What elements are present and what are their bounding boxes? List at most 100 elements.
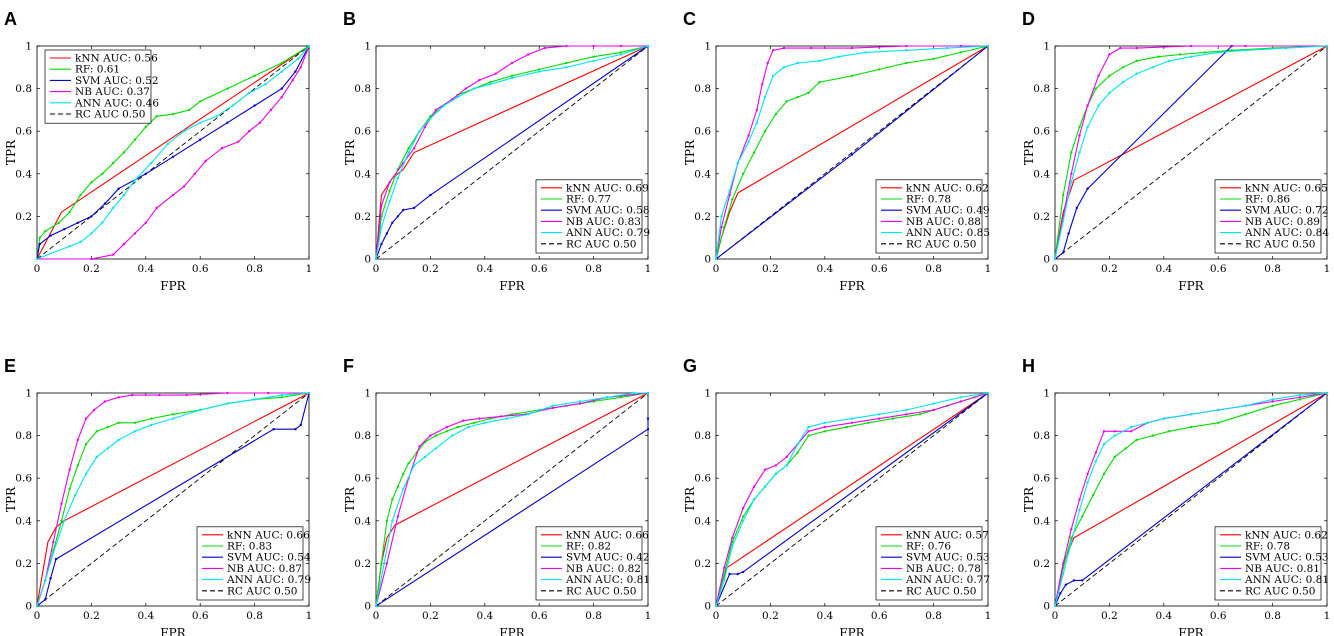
roc-point-nb — [280, 95, 283, 99]
roc-point-ann — [592, 59, 595, 63]
roc-point-ann — [375, 257, 378, 260]
roc-point-ann — [226, 402, 229, 405]
roc-point-rf — [867, 421, 870, 424]
y-tick-label: 1 — [704, 41, 711, 53]
roc-point-nb — [592, 45, 595, 48]
roc-point-ann — [646, 392, 649, 395]
legend-entry-rc: RC AUC 0.50 — [906, 585, 976, 597]
legend-box — [44, 49, 152, 124]
legend-box — [875, 179, 983, 254]
y-axis-label: TPR — [1022, 139, 1036, 165]
y-axis-label: TPR — [343, 139, 357, 165]
roc-point-rf — [891, 417, 894, 420]
roc-point-ann — [296, 57, 300, 60]
roc-point-nb — [1097, 74, 1100, 78]
roc-point-rf — [823, 430, 826, 433]
roc-point-rf — [68, 210, 71, 214]
roc-point-ann — [1054, 604, 1057, 607]
y-tick-label: 0.4 — [15, 515, 32, 527]
roc-point-rf — [1151, 434, 1155, 437]
roc-point-rf — [619, 51, 622, 54]
roc-point-nb — [299, 66, 302, 69]
roc-point-nb — [380, 204, 383, 207]
y-tick-label: 0 — [704, 254, 711, 266]
roc-point-nb — [226, 392, 229, 395]
roc-point-ann — [1325, 45, 1328, 48]
roc-point-ann — [52, 551, 55, 554]
y-tick-label: 0.4 — [354, 515, 371, 527]
roc-point-nb — [117, 396, 120, 399]
roc-point-nb — [133, 232, 137, 235]
roc-point-nb — [171, 193, 175, 197]
y-tick-label: 0.4 — [354, 168, 371, 180]
roc-point-nb — [850, 46, 854, 50]
legend-entry-rc: RC AUC 0.50 — [906, 238, 976, 250]
roc-point-nb — [543, 46, 546, 50]
roc-point-nb — [1078, 134, 1081, 137]
x-tick-label: 0 — [713, 263, 720, 275]
roc-point-nb — [429, 434, 432, 437]
roc-line-nb — [36, 392, 309, 607]
x-tick-label: 0 — [34, 610, 41, 622]
roc-point-ann — [396, 176, 399, 180]
panel-letter: G — [683, 356, 697, 376]
legend-entry-nb: NB AUC: 0.83 — [566, 216, 641, 228]
legend-entry-svm: SVM AUC: 0.53 — [906, 552, 990, 564]
roc-curves — [375, 392, 649, 607]
roc-point-svm — [736, 572, 739, 576]
roc-point-nb — [932, 408, 935, 412]
roc-point-rf — [1108, 74, 1111, 78]
roc-point-nb — [84, 417, 88, 420]
roc-point-svm — [1059, 592, 1062, 595]
x-tick-label: 0.4 — [137, 263, 154, 275]
roc-point-ann — [796, 442, 799, 446]
roc-point-rf — [1217, 421, 1220, 424]
roc-line-knn — [36, 392, 310, 607]
x-tick-label: 0.8 — [1264, 263, 1281, 275]
roc-point-ann — [1054, 257, 1057, 260]
roc-point-nb — [144, 221, 147, 224]
x-tick-label: 0.6 — [192, 610, 209, 622]
y-tick-label: 0.4 — [15, 168, 32, 180]
y-axis-label: TPR — [683, 486, 697, 512]
roc-line-svm — [1054, 392, 1328, 607]
roc-point-svm — [38, 242, 41, 246]
roc-point-svm — [396, 215, 399, 218]
roc-line-rc — [715, 45, 989, 260]
legend-box — [535, 179, 643, 254]
roc-point-ann — [429, 117, 432, 120]
roc-point-rf — [188, 108, 191, 112]
x-tick-label: 0.2 — [762, 263, 779, 275]
x-axis-label: FPR — [1178, 626, 1204, 636]
y-tick-label: 0.8 — [694, 430, 711, 442]
roc-point-nb — [810, 46, 813, 50]
roc-point-nb — [220, 147, 224, 150]
y-tick-label: 0.8 — [1033, 83, 1050, 95]
roc-point-rf — [60, 519, 63, 522]
roc-point-ann — [715, 604, 718, 607]
roc-point-nb — [850, 421, 854, 424]
y-axis-label: TPR — [4, 486, 18, 512]
roc-point-ann — [36, 257, 39, 260]
x-axis-label: FPR — [499, 626, 525, 636]
roc-point-nb — [1130, 430, 1133, 433]
roc-point-svm — [49, 577, 52, 580]
roc-point-nb — [1108, 53, 1111, 56]
roc-point-svm — [1075, 206, 1079, 210]
roc-point-rf — [407, 462, 410, 465]
roc-point-ann — [472, 87, 476, 90]
roc-point-rf — [742, 172, 745, 175]
roc-point-nb — [396, 515, 399, 518]
x-tick-label: 0 — [373, 610, 380, 622]
roc-point-rf — [388, 189, 391, 192]
roc-point-nb — [267, 392, 270, 395]
roc-point-ann — [551, 404, 554, 407]
roc-point-nb — [1119, 46, 1122, 50]
roc-point-nb — [905, 413, 908, 416]
roc-point-ann — [723, 579, 726, 582]
roc-point-nb — [1298, 396, 1302, 399]
roc-point-nb — [499, 415, 503, 418]
roc-point-ann — [1151, 66, 1155, 69]
